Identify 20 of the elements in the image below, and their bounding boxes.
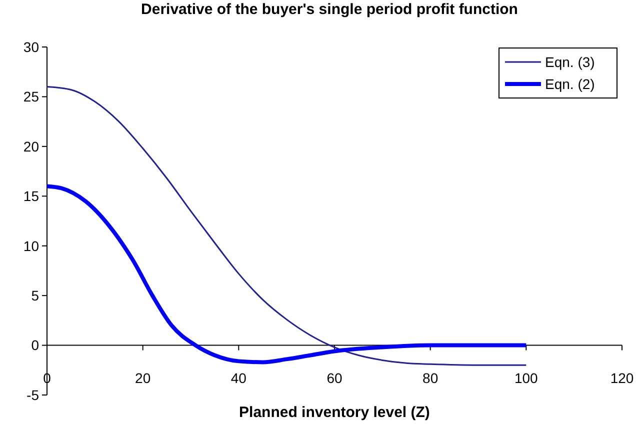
x-tick-label: 100	[514, 370, 538, 386]
line-series	[46, 86, 527, 366]
y-tick-label: 25	[23, 88, 40, 105]
chart-title: Derivative of the buyer's single period profit function	[141, 1, 518, 18]
x-tick-label: 20	[135, 370, 151, 386]
y-tick-label: 0	[31, 337, 40, 354]
legend-label: Eqn. (2)	[545, 76, 595, 92]
x-tick-label: 80	[422, 370, 438, 386]
y-tick-label: -5	[26, 386, 40, 403]
line-series	[45, 184, 528, 364]
legend-label: Eqn. (3)	[545, 54, 595, 70]
y-tick-label: 30	[23, 38, 40, 55]
y-tick-label: 20	[23, 138, 40, 154]
x-tick-label: 120	[610, 370, 634, 386]
x-tick-label: 60	[326, 370, 342, 386]
y-tick-label: 10	[23, 238, 40, 254]
x-tick-label: 40	[230, 370, 247, 386]
y-tick-label: 5	[31, 287, 40, 304]
y-tick-label: 15	[23, 188, 40, 204]
x-axis-title: Planned inventory level (Z)	[239, 404, 430, 421]
